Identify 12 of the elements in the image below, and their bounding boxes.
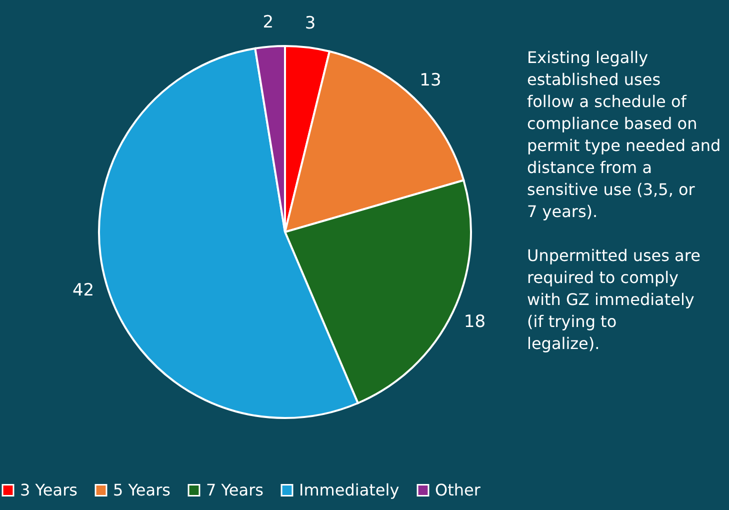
text: Existing legally established uses follow a schedule of compliance based on permit type needed and distance from a sensitive use (3,5, or 7 years). (527, 48, 721, 221)
legend-label: 5 Years (113, 480, 170, 500)
legend-label: Other (435, 480, 481, 500)
legend-label: Immediately (299, 480, 400, 500)
legend-label: 3 Years (20, 480, 78, 500)
data-label: 2 (262, 12, 274, 33)
legend-label: 7 Years (206, 480, 264, 500)
text: Unpermitted uses are required to comply with GZ immediately (if trying to legalize). (527, 246, 700, 353)
data-label: 13 (420, 70, 442, 91)
data-label: 3 (304, 14, 316, 34)
data-label: 18 (464, 312, 486, 332)
data-label: 42 (72, 280, 94, 300)
